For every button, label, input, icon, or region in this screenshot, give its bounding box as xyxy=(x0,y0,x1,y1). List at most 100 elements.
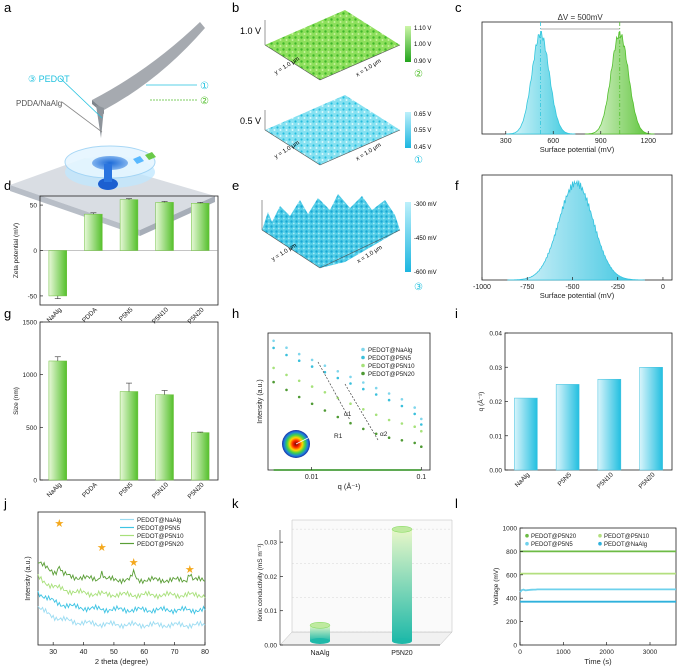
x-tick-label-NaAlg: NaAlg xyxy=(46,481,64,499)
data-point-PEDOT@P5N20 xyxy=(285,388,288,392)
y-tick-label: 0.03 xyxy=(489,365,502,372)
data-point-PEDOT@P5N5 xyxy=(272,346,275,350)
x-axis-title: Surface potential (mV) xyxy=(540,145,615,154)
y-axis-line xyxy=(264,44,321,81)
pedot-pool xyxy=(92,156,128,170)
data-point-PEDOT@P5N20 xyxy=(349,421,352,425)
data-point-PEDOT@P5N10 xyxy=(310,385,314,388)
x-axis-title: 2 theta (degree) xyxy=(95,657,149,666)
bar-P5N20 xyxy=(392,529,412,641)
scale-min: 0.90 V xyxy=(414,59,431,65)
surface-blue xyxy=(265,95,400,165)
scale-max: 0.65 V xyxy=(414,112,431,118)
region-2-marker xyxy=(145,152,156,160)
voltage-label: 1.0 V xyxy=(240,26,261,36)
panel-label-h: h xyxy=(232,306,239,321)
data-point-PEDOT@P5N20 xyxy=(297,395,301,399)
scale-min: 0.45 V xyxy=(414,145,431,151)
data-point-PEDOT@P5N20 xyxy=(374,432,378,436)
bar-base-P5N20 xyxy=(392,638,412,644)
bar-P5N10 xyxy=(155,202,174,251)
chart-surface-potential-c: ΔV = 500mV 300 600 900 1200 Surface potential… xyxy=(481,13,673,154)
legend-label-PEDOT@P5N20: PEDOT@P5N20 xyxy=(531,534,577,540)
y-tick-label: 0 xyxy=(513,643,517,650)
data-point-PEDOT@P5N20 xyxy=(413,441,417,445)
bar-NaAlg xyxy=(310,625,330,641)
legend-label-PEDOT@P5N5: PEDOT@P5N5 xyxy=(368,355,412,362)
bar-P5N20 xyxy=(191,432,210,481)
bar-NaAlg xyxy=(514,397,538,471)
y-axis-title: Intensity (a.u.) xyxy=(25,556,32,600)
surface-pedot xyxy=(262,194,400,268)
y-tick-label: 0 xyxy=(33,248,37,255)
data-point-PEDOT@NaAlg xyxy=(310,358,314,362)
x-tick-label: 1200 xyxy=(640,138,656,145)
x-axis-title: Time (s) xyxy=(584,657,612,666)
x-tick-label-P5N10: P5N10 xyxy=(596,471,615,490)
guide-line-1 xyxy=(317,361,351,421)
substrate-label: PDDA/NaAlg xyxy=(16,99,62,108)
data-point-PEDOT@P5N5 xyxy=(349,382,352,385)
x-tick-label-P5N10: P5N10 xyxy=(151,306,170,325)
data-point-PEDOT@P5N20 xyxy=(310,402,314,406)
pedot-label: ③ PEDOT xyxy=(28,74,70,84)
x-tick-label: 60 xyxy=(140,649,148,656)
afm-tip xyxy=(96,105,104,138)
data-point-PEDOT@P5N10 xyxy=(374,413,378,417)
data-point-PEDOT@P5N20 xyxy=(387,436,391,440)
legend-label-PEDOT@P5N5: PEDOT@P5N5 xyxy=(137,525,181,532)
circle2-label: ② xyxy=(200,96,209,107)
legend-label-PEDOT@P5N10: PEDOT@P5N10 xyxy=(137,533,184,540)
x-tick-label-NaAlg: NaAlg xyxy=(310,650,329,657)
data-point-PEDOT@P5N10 xyxy=(413,425,417,429)
data-point-PEDOT@NaAlg xyxy=(362,381,365,384)
panel-label-g: g xyxy=(4,306,11,321)
panel-labels: a b c d e f g h i j k l xyxy=(3,0,462,511)
pedot-column xyxy=(104,164,112,182)
data-point-PEDOT@P5N5 xyxy=(297,359,301,363)
bar-NaAlg xyxy=(48,250,67,297)
color-scale xyxy=(405,26,411,62)
y-tick-label: 800 xyxy=(506,549,517,556)
scale-mid: -450 mV xyxy=(414,236,437,242)
x-axis-line xyxy=(319,129,401,166)
legend-label-PEDOT@P5N5: PEDOT@P5N5 xyxy=(531,542,573,548)
data-point-PEDOT@P5N10 xyxy=(400,422,404,425)
x-tick-label: 50 xyxy=(110,649,118,656)
legend-marker-PEDOT@P5N5 xyxy=(525,541,529,546)
x-tick-label: 300 xyxy=(500,138,512,145)
legend-label-PEDOT@P5N10: PEDOT@P5N10 xyxy=(368,363,415,370)
y-tick-label: 600 xyxy=(506,572,517,579)
x-tick-label: -1000 xyxy=(473,284,491,291)
x-tick-label: 3000 xyxy=(643,649,658,656)
y-tick-label: 0.00 xyxy=(489,468,502,475)
data-point-PEDOT@P5N20 xyxy=(400,439,404,442)
data-point-PEDOT@P5N10 xyxy=(362,408,365,411)
data-point-PEDOT@P5N10 xyxy=(272,366,275,370)
data-point-PEDOT@P5N10 xyxy=(323,391,327,394)
floor-plane xyxy=(279,631,453,646)
x-tick-label-NaAlg: NaAlg xyxy=(46,306,64,324)
y-tick-label: 0.04 xyxy=(489,331,502,338)
legend-label-PEDOT@NaAlg: PEDOT@NaAlg xyxy=(368,347,413,354)
x-tick-label-NaAlg: NaAlg xyxy=(514,471,532,489)
x-tick-label-PDDA: PDDA xyxy=(81,481,99,499)
x-tick-label-P5N10: P5N10 xyxy=(151,481,170,500)
data-point-PEDOT@P5N20 xyxy=(336,415,340,419)
substrate-plate-edge-left xyxy=(10,185,140,236)
y-tick-label: 400 xyxy=(506,596,517,603)
x-tick-label: 80 xyxy=(201,649,209,656)
series-line-PEDOT@NaAlg xyxy=(37,606,206,630)
data-point-PEDOT@NaAlg xyxy=(374,386,378,390)
legend-marker-PEDOT@NaAlg xyxy=(598,541,602,546)
data-point-PEDOT@NaAlg xyxy=(387,392,391,395)
series-line-PEDOT@P5N5 xyxy=(519,588,676,593)
x-axis-line xyxy=(319,44,401,81)
data-point-PEDOT@NaAlg xyxy=(349,375,352,379)
y-tick-label: 50 xyxy=(30,203,38,210)
y-axis-line xyxy=(261,229,321,269)
y-tick-label: 0.02 xyxy=(489,399,502,406)
bar-top-P5N20 xyxy=(391,526,413,533)
y-axis-title: Ionic conductivity (mS m⁻¹) xyxy=(257,543,264,621)
